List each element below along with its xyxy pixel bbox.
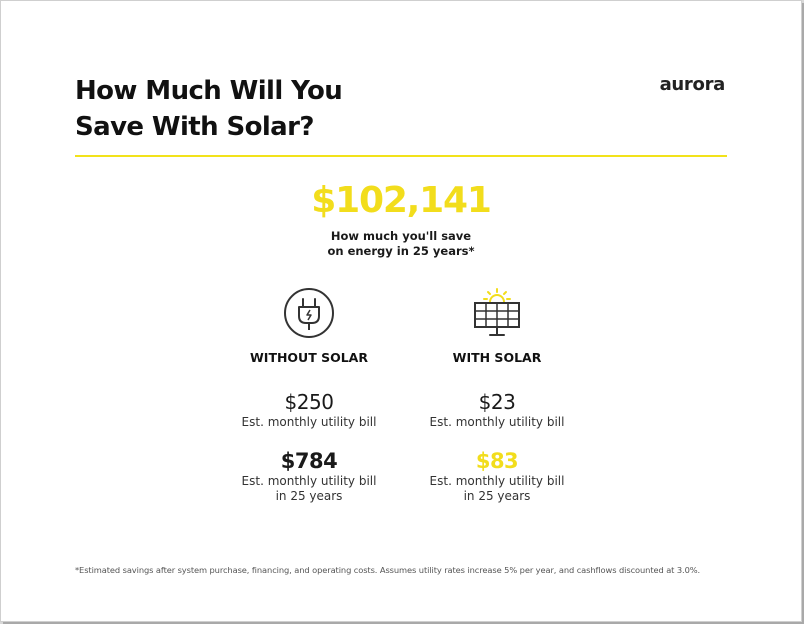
without-solar-monthly-label: Est. monthly utility bill xyxy=(209,415,409,430)
with-solar-future-label-line-2: in 25 years xyxy=(463,489,531,503)
with-solar-monthly-label-text: Est. monthly utility bill xyxy=(429,415,565,429)
without-solar-future-label: Est. monthly utility bill in 25 years xyxy=(209,474,409,504)
page-title-line-1: How Much Will You xyxy=(75,76,343,106)
footnote: *Estimated savings after system purchase… xyxy=(75,565,701,575)
without-solar-column: WITHOUT SOLAR $250 Est. monthly utility … xyxy=(209,283,409,504)
title-divider xyxy=(75,155,727,157)
without-solar-future-label-line-2: in 25 years xyxy=(275,489,343,503)
with-solar-column: WITH SOLAR $23 Est. monthly utility bill… xyxy=(397,283,597,504)
with-solar-future-block: $83 Est. monthly utility bill in 25 year… xyxy=(397,448,597,504)
with-solar-monthly-label: Est. monthly utility bill xyxy=(397,415,597,430)
total-savings-amount: $102,141 xyxy=(311,180,492,221)
without-solar-future-label-line-1: Est. monthly utility bill xyxy=(241,474,377,488)
electric-plug-icon xyxy=(209,283,409,343)
with-solar-future-amount: $83 xyxy=(475,449,519,473)
with-solar-heading: WITH SOLAR xyxy=(452,350,542,365)
with-solar-current-block: $23 Est. monthly utility bill xyxy=(397,389,597,430)
without-solar-monthly-amount: $250 xyxy=(284,390,334,414)
without-solar-future-block: $784 Est. monthly utility bill in 25 yea… xyxy=(209,448,409,504)
savings-caption-line-1: How much you'll save xyxy=(330,229,472,243)
page-title-line-2: Save With Solar? xyxy=(75,112,314,142)
savings-caption-line-2: on energy in 25 years* xyxy=(327,244,475,258)
without-solar-monthly-label-text: Est. monthly utility bill xyxy=(241,415,377,429)
with-solar-future-label: Est. monthly utility bill in 25 years xyxy=(397,474,597,504)
without-solar-heading: WITHOUT SOLAR xyxy=(250,350,368,365)
with-solar-future-label-line-1: Est. monthly utility bill xyxy=(429,474,565,488)
without-solar-future-amount: $784 xyxy=(280,449,338,473)
total-savings-caption: How much you'll save on energy in 25 yea… xyxy=(1,229,801,259)
with-solar-monthly-amount: $23 xyxy=(478,390,516,414)
without-solar-current-block: $250 Est. monthly utility bill xyxy=(209,389,409,430)
solar-panel-icon xyxy=(397,283,597,343)
aurora-logo: aurora xyxy=(659,74,726,95)
page-title: How Much Will You Save With Solar? xyxy=(75,73,435,145)
